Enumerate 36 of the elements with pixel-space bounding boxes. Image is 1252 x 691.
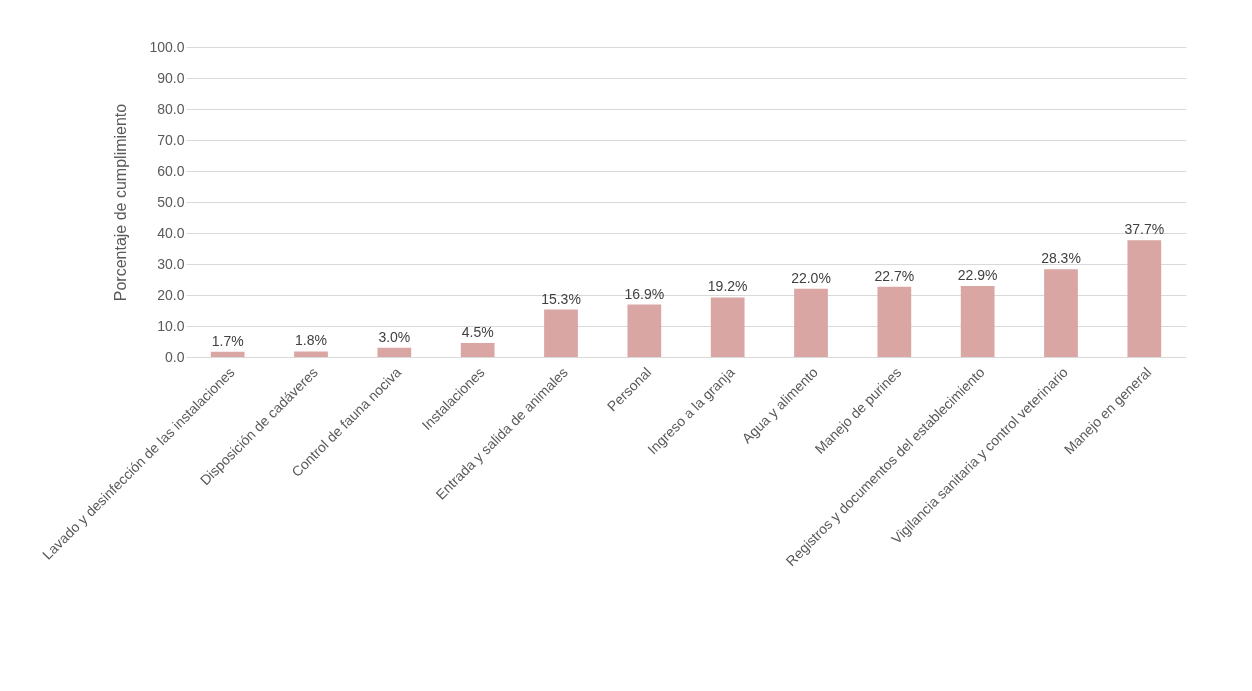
bar xyxy=(794,288,828,357)
data-label: 19.2% xyxy=(707,278,748,295)
bar xyxy=(877,286,912,357)
y-tick-label: 90.0 xyxy=(157,69,185,86)
y-tick-label: 100.0 xyxy=(149,38,185,55)
bar xyxy=(210,351,245,357)
bar xyxy=(544,309,578,357)
data-label: 1.7% xyxy=(211,332,244,349)
bar xyxy=(377,347,412,357)
y-tick-label: 30.0 xyxy=(157,255,185,272)
bar xyxy=(1044,269,1078,357)
data-label: 3.0% xyxy=(378,328,411,345)
bar xyxy=(627,304,662,357)
data-label: 1.8% xyxy=(295,332,327,349)
data-label: 22.9% xyxy=(957,267,998,284)
data-label: 15.3% xyxy=(541,290,581,307)
bar xyxy=(460,343,495,357)
y-axis-title: Porcentaje de cumplimiento xyxy=(112,103,130,302)
y-tick-label: 60.0 xyxy=(157,162,185,179)
data-label: 22.7% xyxy=(874,267,915,284)
bar xyxy=(960,286,995,357)
y-tick-label: 20.0 xyxy=(157,286,185,303)
y-tick-label: 40.0 xyxy=(157,224,185,241)
y-tick-label: 80.0 xyxy=(157,100,185,117)
bar xyxy=(294,351,328,357)
data-label: 4.5% xyxy=(461,324,494,341)
data-label: 22.0% xyxy=(791,269,831,286)
data-label: 37.7% xyxy=(1124,221,1165,238)
y-tick-label: 10.0 xyxy=(157,317,185,334)
data-label: 28.3% xyxy=(1041,250,1081,267)
y-tick-label: 70.0 xyxy=(157,131,185,148)
bar xyxy=(710,297,745,357)
y-tick-label: 0.0 xyxy=(165,348,185,365)
data-label: 16.9% xyxy=(624,285,665,302)
bar xyxy=(1127,240,1162,357)
y-tick-label: 50.0 xyxy=(157,193,185,210)
